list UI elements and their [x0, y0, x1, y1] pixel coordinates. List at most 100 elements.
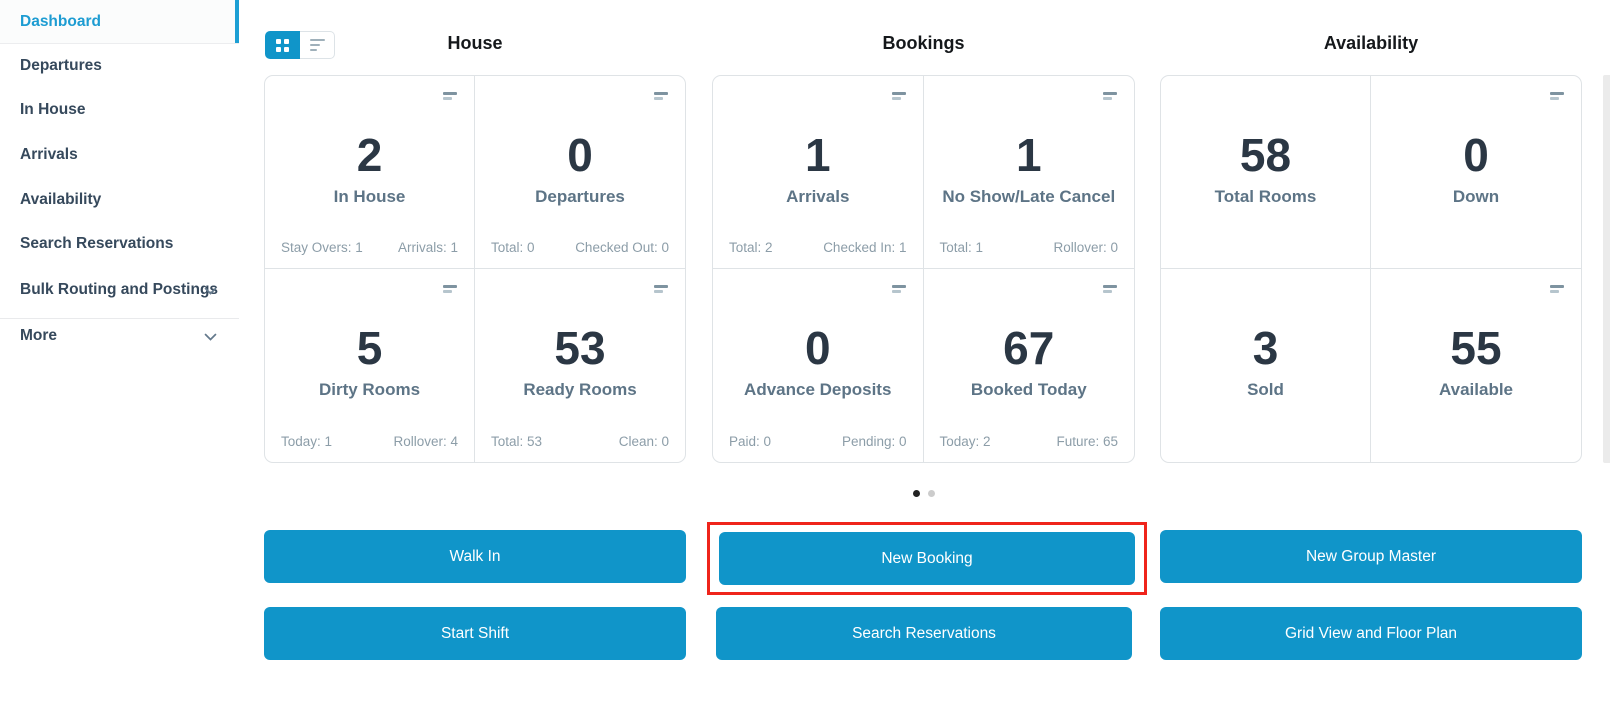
sidebar-item-label: More: [20, 327, 58, 344]
grid-view-and-floor-plan-button[interactable]: Grid View and Floor Plan: [1160, 607, 1582, 660]
sidebar-item-in-house[interactable]: In House: [0, 88, 239, 132]
stat-card-ready-rooms: 53 Ready Rooms Total: 53 Clean: 0: [475, 269, 685, 462]
carousel-next-page-peek: [1603, 75, 1610, 463]
sidebar-item-arrivals[interactable]: Arrivals: [0, 133, 239, 177]
sidebar-item-label: In House: [20, 101, 86, 118]
stat-value: 0: [567, 129, 593, 181]
section-title-availability: Availability: [1323, 33, 1419, 53]
stat-card-advance-deposits: 0 Advance Deposits Paid: 0 Pending: 0: [713, 269, 924, 462]
stat-detail-right: Future: 65: [1056, 434, 1118, 449]
stat-value: 1: [804, 129, 831, 181]
card-menu-icon[interactable]: [891, 285, 907, 293]
list-view-button[interactable]: [300, 31, 335, 59]
sidebar-item-availability[interactable]: Availability: [0, 178, 239, 222]
sidebar-item-departures[interactable]: Departures: [0, 44, 239, 88]
search-reservations-button[interactable]: Search Reservations: [716, 607, 1132, 660]
stat-label: Available: [1438, 380, 1514, 399]
sidebar-item-search-reservations[interactable]: Search Reservations: [0, 222, 239, 266]
stat-label: Down: [1452, 187, 1500, 206]
stat-label: Total Rooms: [1214, 187, 1317, 206]
view-mode-toggle: [265, 31, 335, 59]
stat-value: 55: [1450, 322, 1502, 374]
stat-detail-right: Rollover: 4: [393, 434, 458, 449]
sidebar-item-label: Dashboard: [20, 12, 101, 30]
card-menu-icon[interactable]: [654, 285, 669, 293]
chevron-down-icon: [202, 282, 219, 299]
bookings-panel: 1 Arrivals Total: 2 Checked In: 1 1 No S…: [712, 75, 1135, 463]
grid-view-icon: [276, 38, 289, 52]
stat-value: 67: [1003, 322, 1055, 374]
carousel-pagination: [712, 490, 1135, 497]
stat-detail-left: Total: 1: [939, 240, 984, 255]
sidebar-item-label: Search Reservations: [20, 235, 174, 252]
list-view-icon: [309, 39, 325, 51]
stat-value: 0: [804, 322, 831, 374]
stat-card-available: 55 Available: [1371, 269, 1581, 462]
grid-view-button[interactable]: [265, 31, 300, 59]
stat-card-no-show-late-cancel: 1 No Show/Late Cancel Total: 1 Rollover:…: [923, 76, 1134, 269]
stat-label: Advance Deposits: [744, 380, 892, 399]
stat-detail-right: Clean: 0: [618, 434, 669, 449]
stat-card-sold: 3 Sold: [1161, 269, 1371, 462]
stat-detail-right: Arrivals: 1: [397, 240, 458, 255]
stat-value: 2: [356, 129, 383, 181]
stat-detail-left: Paid: 0: [729, 434, 772, 449]
chevron-down-icon: [202, 328, 219, 345]
stat-value: 5: [356, 322, 383, 374]
stat-detail-right: Pending: 0: [841, 434, 907, 449]
stat-card-in-house: 2 In House Stay Overs: 1 Arrivals: 1: [265, 76, 475, 269]
sidebar-item-label: Arrivals: [20, 146, 78, 163]
stat-value: 3: [1252, 322, 1279, 374]
stat-label: No Show/Late Cancel: [942, 187, 1116, 206]
stat-card-total-rooms: 58 Total Rooms: [1161, 76, 1371, 269]
sidebar-divider: [0, 318, 239, 319]
card-menu-icon[interactable]: [1103, 92, 1118, 100]
stat-detail-left: Total: 0: [491, 240, 535, 255]
stat-card-departures: 0 Departures Total: 0 Checked Out: 0: [475, 76, 685, 269]
highlight-annotation-box: New Booking: [707, 522, 1147, 595]
stat-label: Booked Today: [970, 380, 1087, 399]
stat-label: Sold: [1247, 380, 1284, 399]
stat-detail-right: Rollover: 0: [1053, 240, 1118, 255]
new-booking-button[interactable]: New Booking: [719, 532, 1135, 585]
stat-value: 53: [554, 322, 606, 374]
stat-detail-left: Stay Overs: 1: [281, 240, 363, 255]
sidebar-item-label: Departures: [20, 57, 102, 74]
section-title-bookings: Bookings: [882, 33, 965, 53]
carousel-dot-1[interactable]: [912, 490, 920, 497]
card-menu-icon[interactable]: [1550, 285, 1565, 293]
sidebar-item-dashboard[interactable]: Dashboard: [0, 0, 239, 44]
stat-detail-left: Total: 53: [491, 434, 543, 449]
section-title-house: House: [447, 33, 503, 53]
stat-detail-left: Total: 2: [729, 240, 773, 255]
stat-label: Dirty Rooms: [318, 380, 421, 399]
card-menu-icon[interactable]: [443, 285, 458, 293]
stat-card-arrivals: 1 Arrivals Total: 2 Checked In: 1: [713, 76, 924, 269]
walk-in-button[interactable]: Walk In: [264, 530, 686, 583]
card-menu-icon[interactable]: [1550, 92, 1565, 100]
stat-label: Departures: [535, 187, 625, 206]
card-menu-icon[interactable]: [891, 92, 907, 100]
card-menu-icon[interactable]: [443, 92, 458, 100]
stat-detail-left: Today: 2: [939, 434, 991, 449]
stat-label: Arrivals: [786, 187, 850, 206]
active-indicator-bar: [235, 0, 239, 43]
start-shift-button[interactable]: Start Shift: [264, 607, 686, 660]
sidebar-item-bulk-routing-and-postings[interactable]: Bulk Routing and Postings: [0, 268, 239, 312]
house-panel: 2 In House Stay Overs: 1 Arrivals: 1 0 D…: [264, 75, 686, 463]
sidebar: Dashboard Departures In House Arrivals A…: [0, 0, 239, 713]
sidebar-item-more[interactable]: More: [0, 314, 239, 358]
card-menu-icon[interactable]: [654, 92, 669, 100]
stat-card-dirty-rooms: 5 Dirty Rooms Today: 1 Rollover: 4: [265, 269, 475, 462]
stat-label: Ready Rooms: [523, 380, 637, 399]
new-group-master-button[interactable]: New Group Master: [1160, 530, 1582, 583]
stat-value: 1: [1015, 129, 1042, 181]
stat-detail-right: Checked In: 1: [823, 240, 907, 255]
card-menu-icon[interactable]: [1103, 285, 1118, 293]
carousel-dot-2[interactable]: [927, 490, 935, 497]
stat-value: 0: [1463, 129, 1489, 181]
stat-value: 58: [1239, 129, 1292, 181]
stat-detail-left: Today: 1: [281, 434, 333, 449]
stat-detail-right: Checked Out: 0: [575, 240, 669, 255]
